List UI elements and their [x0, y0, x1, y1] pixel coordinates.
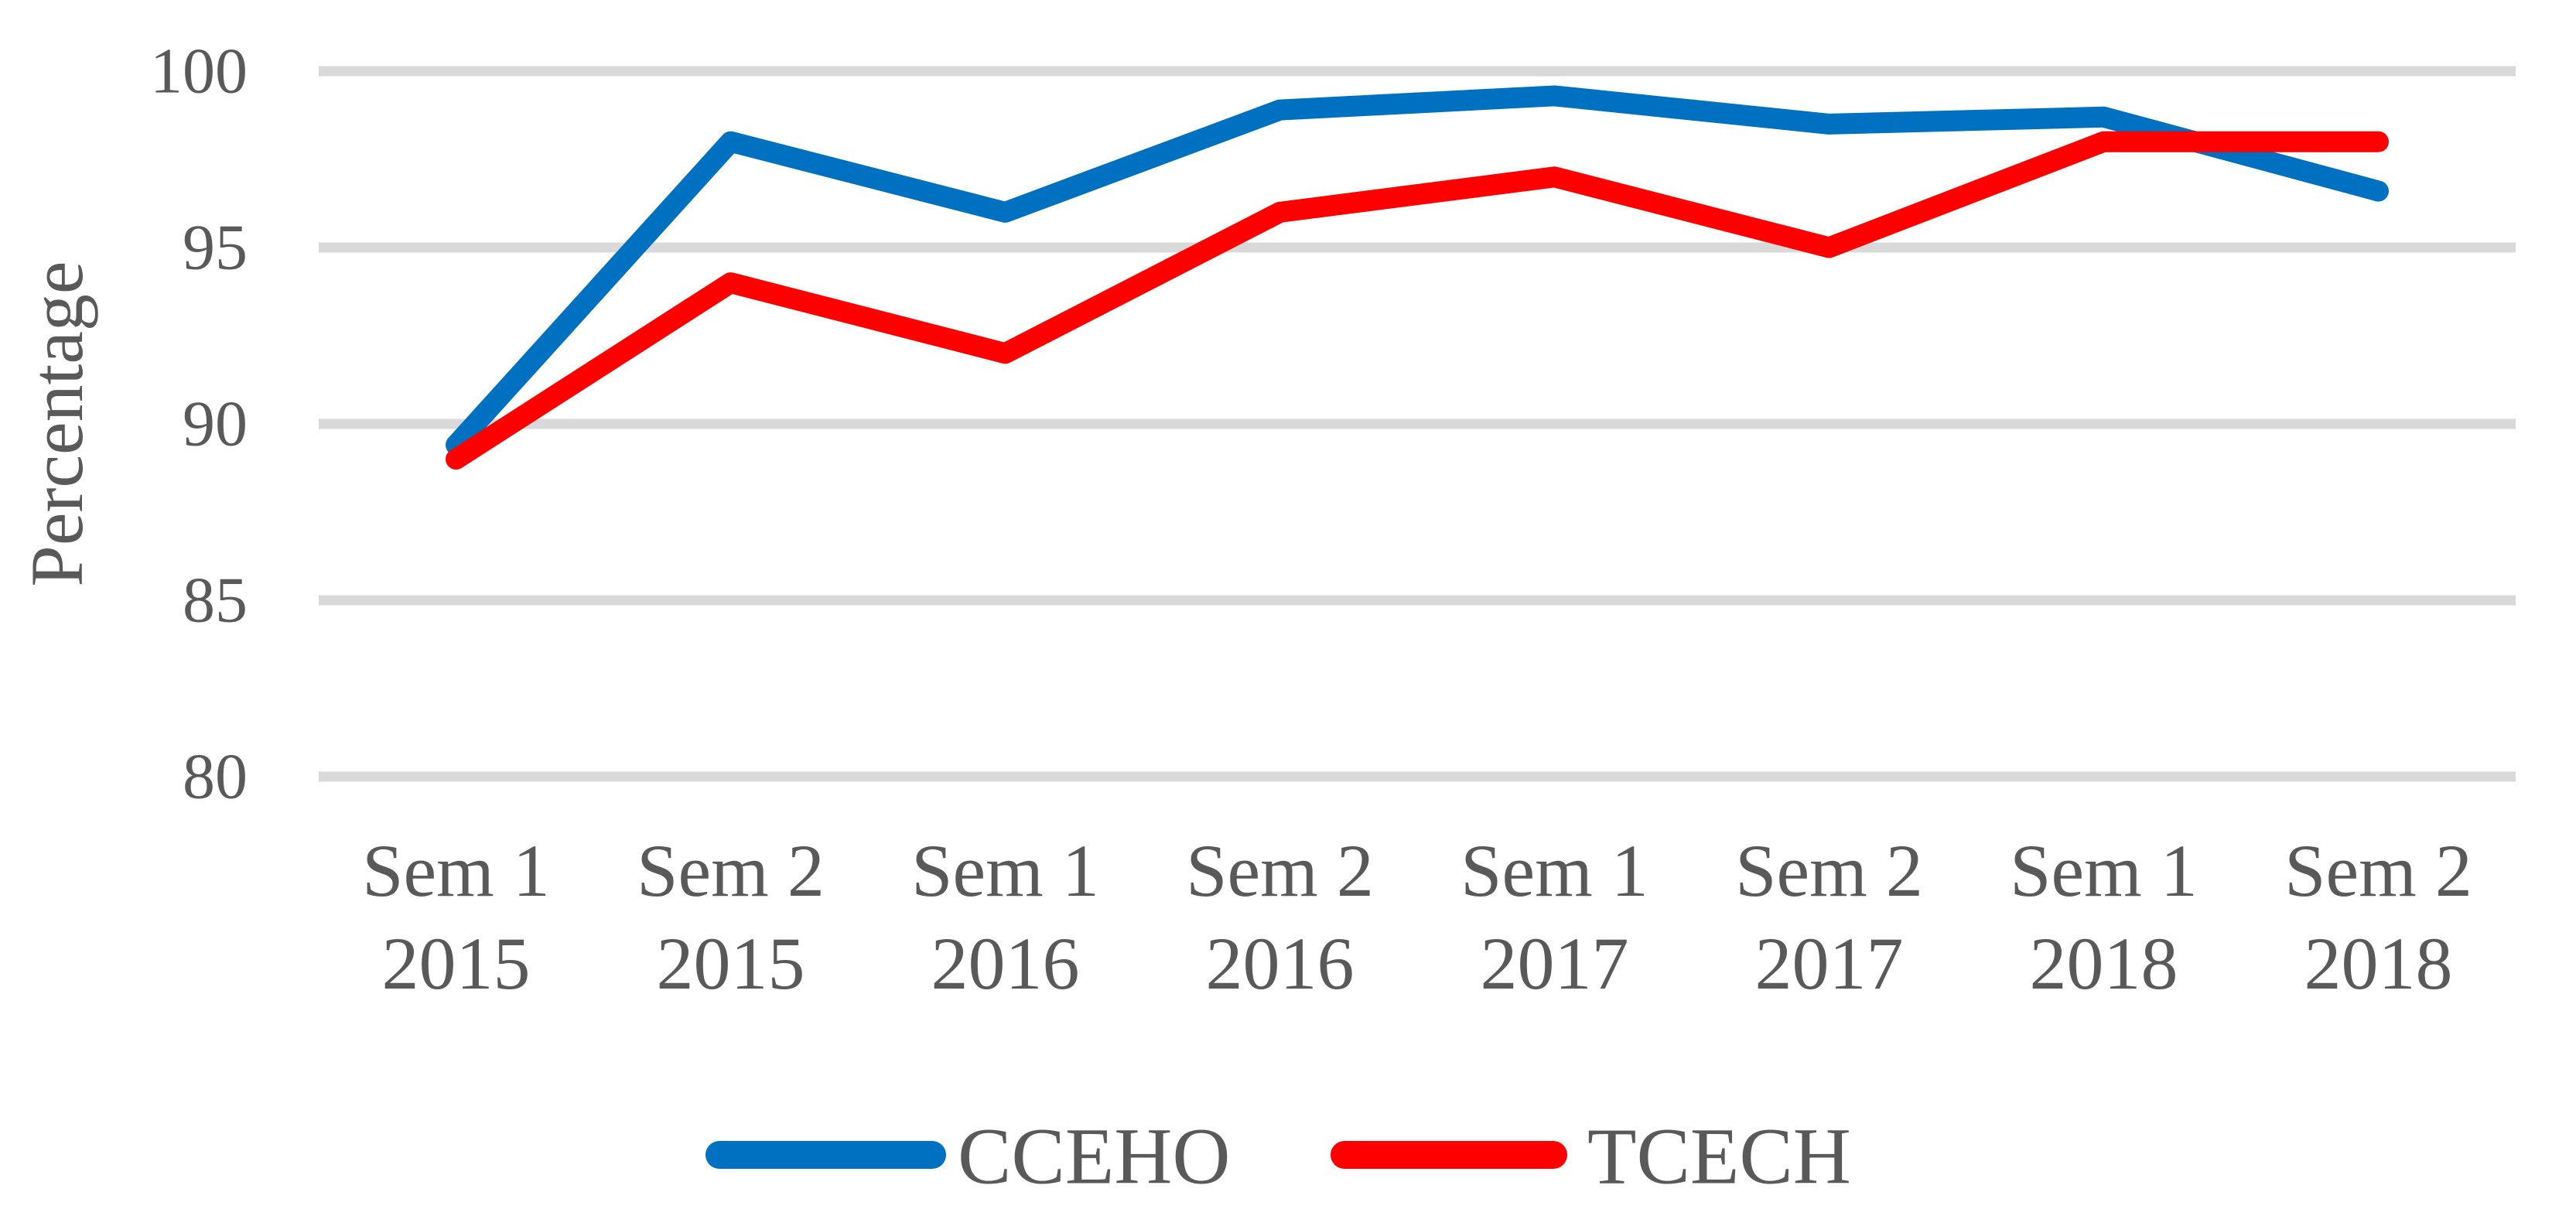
- x-category-label-year: 2017: [1481, 922, 1629, 1005]
- series-line-tcech: [446, 131, 2389, 470]
- x-axis-tick-labels: Sem 1 2015 Sem 2 2015 Sem 1 2016 Sem 2 2016 Sem …: [362, 829, 2472, 1005]
- x-category-label: Sem 2: [1735, 829, 1923, 912]
- y-tick-label: 90: [183, 388, 248, 460]
- x-category-label-year: 2015: [382, 922, 531, 1005]
- x-category-label-year: 2016: [1206, 922, 1355, 1005]
- y-tick-label: 100: [150, 36, 248, 108]
- y-axis-tick-labels: 100 95 90 85 80: [150, 36, 248, 813]
- legend-label-tcech: TCECH: [1587, 1112, 1851, 1201]
- y-tick-label: 85: [183, 565, 248, 637]
- y-tick-label: 95: [183, 212, 248, 284]
- x-category-label-year: 2018: [2030, 922, 2178, 1005]
- legend-label-cceho: CCEHO: [958, 1112, 1230, 1201]
- x-category-label-year: 2016: [931, 922, 1080, 1005]
- x-category-label: Sem 1: [362, 829, 550, 912]
- x-category-label-year: 2017: [1755, 922, 1904, 1005]
- x-category-label: Sem 1: [1461, 829, 1648, 912]
- x-category-label-year: 2018: [2304, 922, 2453, 1005]
- x-category-label: Sem 2: [2284, 829, 2472, 912]
- series-line-cceho: [446, 85, 2389, 456]
- x-category-label: Sem 1: [2010, 829, 2198, 912]
- x-category-label: Sem 2: [1186, 829, 1374, 912]
- legend: CCEHO TCECH: [705, 1112, 1851, 1201]
- x-category-label: Sem 2: [637, 829, 825, 912]
- x-category-label-year: 2015: [657, 922, 805, 1005]
- y-axis-title: Percentage: [15, 261, 98, 586]
- y-tick-label: 80: [183, 741, 248, 813]
- x-category-label: Sem 1: [911, 829, 1099, 912]
- series-lines: [446, 85, 2389, 470]
- gridlines: [319, 66, 2516, 782]
